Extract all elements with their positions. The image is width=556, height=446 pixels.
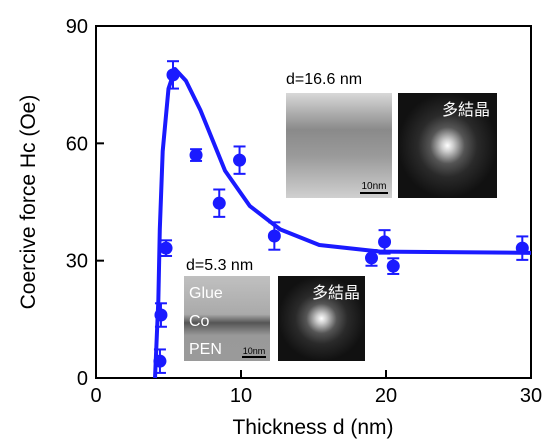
data-point bbox=[212, 196, 226, 210]
x-tick-label: 20 bbox=[375, 385, 397, 407]
data-point bbox=[267, 229, 281, 243]
plot-frame bbox=[95, 25, 532, 379]
fit-curve bbox=[153, 67, 532, 379]
x-tick-label: 0 bbox=[90, 385, 101, 407]
data-point bbox=[378, 235, 392, 249]
data-point bbox=[159, 241, 173, 255]
layer-label: Glue bbox=[189, 285, 223, 302]
y-axis-label: Coercive force Hc (Oe) bbox=[17, 95, 40, 310]
data-point bbox=[386, 259, 400, 273]
diffraction-label: 多結晶 bbox=[442, 101, 490, 119]
scale-label: 10nm bbox=[243, 346, 266, 356]
data-point bbox=[189, 148, 203, 162]
scale-label: 10nm bbox=[361, 181, 386, 192]
data-point bbox=[233, 153, 247, 167]
inset-label: d=16.6 nm bbox=[286, 71, 362, 88]
tem-image bbox=[286, 93, 392, 198]
inset-label: d=5.3 nm bbox=[186, 257, 253, 274]
tem-image bbox=[184, 276, 270, 361]
data-point bbox=[166, 68, 180, 82]
layer-label: PEN bbox=[189, 341, 222, 358]
layer-label: Co bbox=[189, 313, 210, 330]
y-tick-label: 30 bbox=[66, 251, 88, 273]
y-tick-label: 0 bbox=[77, 368, 88, 390]
insets: 10nm d=16.6 nm 多結晶 10nm d=5.3 nm Glue Co… bbox=[184, 71, 497, 361]
data-point bbox=[154, 308, 168, 322]
data-point bbox=[515, 241, 529, 255]
data-point bbox=[153, 354, 167, 368]
x-axis-label: Thickness d (nm) bbox=[232, 416, 393, 439]
data-point bbox=[365, 251, 378, 265]
x-tick-label: 30 bbox=[520, 385, 542, 407]
y-tick-label: 90 bbox=[66, 16, 88, 38]
x-tick-label: 10 bbox=[230, 385, 252, 407]
y-tick-label: 60 bbox=[66, 133, 88, 155]
diffraction-image bbox=[278, 276, 365, 361]
diffraction-label: 多結晶 bbox=[312, 284, 360, 302]
diffraction-image bbox=[398, 93, 497, 198]
